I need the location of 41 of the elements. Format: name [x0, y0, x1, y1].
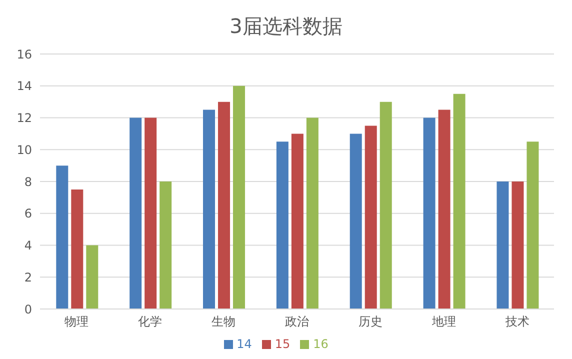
legend-label: 14 — [236, 337, 252, 351]
y-tick-label: 12 — [16, 111, 32, 126]
bar — [160, 182, 172, 309]
x-tick-label: 化学 — [138, 314, 162, 329]
bar — [453, 94, 466, 309]
bar — [526, 142, 539, 309]
bar — [203, 110, 216, 309]
chart-title: 3届选科数据 — [228, 13, 344, 40]
bar — [291, 134, 304, 309]
y-tick-label: 14 — [16, 79, 32, 94]
x-tick-label: 地理 — [430, 314, 456, 329]
bar — [276, 142, 288, 309]
y-tick-label: 0 — [24, 302, 32, 316]
bar — [56, 166, 68, 309]
x-tick-label: 生物 — [212, 314, 236, 329]
y-tick-label: 10 — [16, 142, 32, 157]
bar — [438, 110, 450, 309]
bar — [144, 118, 157, 309]
bar — [71, 189, 84, 309]
bar — [86, 245, 98, 309]
bar — [380, 102, 392, 309]
bar — [512, 182, 524, 309]
y-tick-label: 2 — [24, 270, 32, 284]
x-tick-label: 物理 — [64, 314, 89, 329]
legend-label: 16 — [313, 337, 328, 351]
x-tick-label: 政治 — [285, 314, 309, 329]
y-tick-label: 4 — [24, 238, 32, 253]
x-tick-label: 历史 — [358, 314, 382, 329]
bar — [364, 126, 377, 309]
bar — [423, 118, 436, 309]
y-tick-label: 8 — [24, 174, 32, 189]
legend-label: 15 — [274, 337, 290, 351]
x-tick-label: 技术 — [504, 314, 530, 329]
y-tick-label: 16 — [16, 47, 32, 62]
bar — [496, 182, 509, 309]
bar — [306, 118, 318, 309]
y-tick-label: 6 — [24, 206, 32, 221]
bar — [130, 118, 142, 309]
bar — [233, 86, 246, 309]
bar — [218, 102, 230, 309]
bar — [350, 134, 362, 309]
